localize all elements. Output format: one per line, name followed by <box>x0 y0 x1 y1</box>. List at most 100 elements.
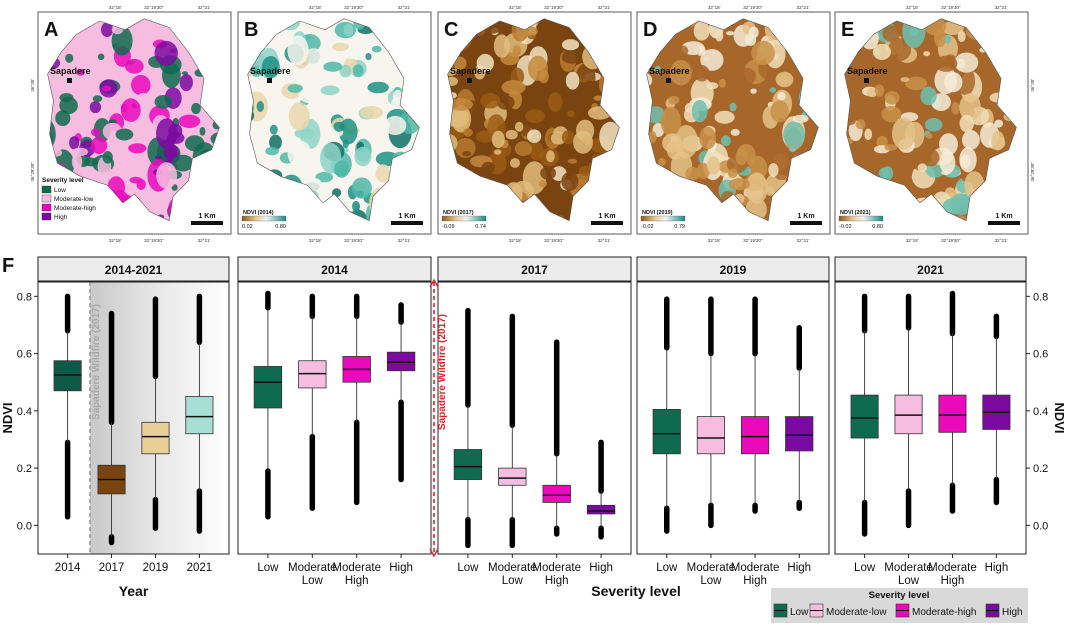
map-patch <box>960 154 971 169</box>
map-patch <box>83 157 99 167</box>
map-patch <box>462 151 472 157</box>
coord-top-label: 32°18' <box>509 5 522 10</box>
box-2021: 2021 <box>185 293 214 574</box>
map-legend-title: Severity level <box>42 177 84 184</box>
map-patch <box>872 43 892 61</box>
map-letter: B <box>244 19 258 41</box>
coord-bottom-label: 32°21' <box>198 238 211 243</box>
map-patch <box>668 95 680 105</box>
x-tick-label: High <box>941 575 965 587</box>
plot-frame <box>437 281 632 555</box>
map-patch <box>750 88 757 94</box>
map-patch <box>792 114 809 123</box>
x-tick-label: Low <box>898 575 920 587</box>
map-patch <box>92 95 103 103</box>
scale-bar <box>790 221 822 225</box>
coord-top-label: 32°21' <box>598 5 611 10</box>
map-patch <box>669 59 692 86</box>
map-patch <box>951 102 960 115</box>
coord-top-label: 32°21' <box>797 5 810 10</box>
coord-left-label: 36°28'30" <box>30 162 35 182</box>
map-patch <box>315 172 334 183</box>
legend-title: Severity level <box>869 590 930 601</box>
box-high: High <box>982 313 1011 574</box>
box-iqr <box>850 394 879 439</box>
town-marker-icon <box>267 78 272 83</box>
map-patch <box>662 133 683 153</box>
x-tick-label: High <box>589 562 613 574</box>
town-marker-icon <box>666 78 671 83</box>
map-patch <box>287 140 312 168</box>
map-patch <box>561 130 576 145</box>
map-patch <box>693 21 710 41</box>
map-patch <box>917 163 927 173</box>
map-patch <box>738 67 756 85</box>
coord-top-label: 32°18' <box>109 5 122 10</box>
map-patch <box>369 167 377 172</box>
map-patch <box>691 99 708 123</box>
map-patch <box>944 72 963 93</box>
map-patch <box>351 177 372 199</box>
map-patch <box>674 125 698 159</box>
x-tick-label: High <box>743 575 767 587</box>
map-patch <box>269 134 282 150</box>
ndvi-legend-title: NDVI (2019) <box>642 210 673 216</box>
map-legend-label: Moderate-high <box>54 205 96 212</box>
coord-bottom-label: 32°19'30" <box>743 238 763 243</box>
map-legend-swatch <box>41 203 52 212</box>
x-tick-label: Moderate <box>731 562 780 574</box>
shared-x-axis-title: Severity level <box>591 583 681 599</box>
map-panel-d: D Sapadere 32°18' 32°19'30" 32°21' 32°18' 32°1… <box>636 5 831 243</box>
box-iqr <box>141 421 170 455</box>
map-patch <box>71 154 83 170</box>
map-patch <box>884 91 900 105</box>
box-iqr <box>652 409 681 455</box>
coord-bottom-label: 32°19'30" <box>544 238 564 243</box>
map-patch <box>994 119 1004 128</box>
map-patch <box>294 128 316 139</box>
map-patch <box>343 23 354 37</box>
map-patch <box>334 160 350 178</box>
scale-bar <box>591 221 623 225</box>
map-patch <box>579 78 588 83</box>
map-patch <box>287 84 303 93</box>
x-tick-label: Low <box>457 562 479 574</box>
wildfire-annotation-red: Sapadere Wildfire (2017) <box>437 314 448 430</box>
coord-top-label: 32°19'30" <box>144 5 164 10</box>
map-patch <box>788 147 797 152</box>
y-tick-label-right: 0.4 <box>1033 406 1048 418</box>
x-tick-label: Low <box>257 562 279 574</box>
map-patch <box>777 91 786 101</box>
map-patch <box>154 40 178 66</box>
map-panel-c: C Sapadere 32°18' 32°19'30" 32°21' 32°18' 32°1… <box>437 5 632 243</box>
map-patch <box>864 128 873 141</box>
coord-bottom-label: 32°19'30" <box>941 238 961 243</box>
plot-frame <box>237 281 432 555</box>
map-patch <box>696 162 710 180</box>
town-marker-icon <box>467 78 472 83</box>
coord-top-label: 32°19'30" <box>344 5 364 10</box>
map-patch <box>496 95 515 110</box>
map-letter: E <box>841 19 854 41</box>
map-patch <box>881 106 902 123</box>
ndvi-max-label: 0.80 <box>275 224 286 230</box>
ndvi-colorbar <box>241 215 287 222</box>
map-patch <box>89 101 102 114</box>
map-boundary <box>646 18 819 222</box>
map-patch <box>539 180 547 188</box>
map-patch <box>375 164 391 183</box>
legend-label: Low <box>790 607 809 618</box>
map-patch <box>548 92 563 112</box>
box-iqr <box>938 394 967 433</box>
town-marker-icon <box>67 78 72 83</box>
ndvi-max-label: 0.79 <box>674 224 685 230</box>
map-patch <box>154 155 162 160</box>
map-patch <box>172 154 194 172</box>
legend-label: High <box>1002 607 1023 618</box>
coord-bottom-label: 32°18' <box>309 238 322 243</box>
